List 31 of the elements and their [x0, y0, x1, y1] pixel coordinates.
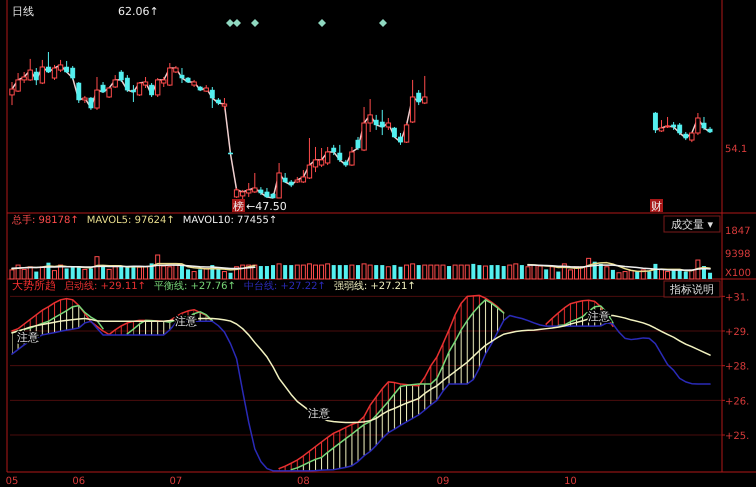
text: 平衡线: +27.76↑ [154, 280, 236, 292]
chart-title: 日线 [12, 5, 34, 18]
badge: 榜 [232, 199, 245, 213]
text: X100 [725, 268, 751, 279]
text: 1847 [725, 226, 750, 237]
dropdown: 成交量 ▾ [664, 216, 720, 232]
text: 54.1 [725, 144, 748, 155]
text: ←47.50 [246, 200, 287, 213]
annotation: 指标说明 [669, 283, 714, 296]
x-tick-label: 09 [436, 476, 450, 487]
button: 指标说明 [664, 280, 720, 298]
x-tick-label: 05 [6, 476, 18, 487]
text: 总手: 98178↑ [11, 214, 79, 226]
x-tick-label: 07 [170, 476, 182, 487]
text: MAVOL10: 77455↑ [182, 215, 278, 226]
x-tick-label: 10 [564, 476, 577, 487]
y-tick-label: +25. [725, 431, 750, 442]
badge: 财 [650, 199, 663, 213]
x-tick-label: 06 [72, 476, 86, 487]
text: 62.06↑ [118, 5, 159, 18]
text: 强弱线: +27.21↑ [334, 280, 416, 292]
text: 中台线: +27.22↑ [244, 280, 326, 292]
y-tick-label: +29. [725, 327, 750, 338]
y-tick-label: +28. [725, 362, 750, 373]
text: MAVOL5: 97624↑ [86, 215, 175, 226]
chart-title: 大势所趋 [12, 279, 56, 292]
series-label: 启动线: +29.11↑ [64, 280, 146, 292]
text: 9398 [725, 249, 750, 260]
y-tick-label: +26. [725, 396, 750, 408]
x-tick-label: 08 [296, 476, 310, 487]
y-tick-label: +31. [725, 292, 750, 304]
